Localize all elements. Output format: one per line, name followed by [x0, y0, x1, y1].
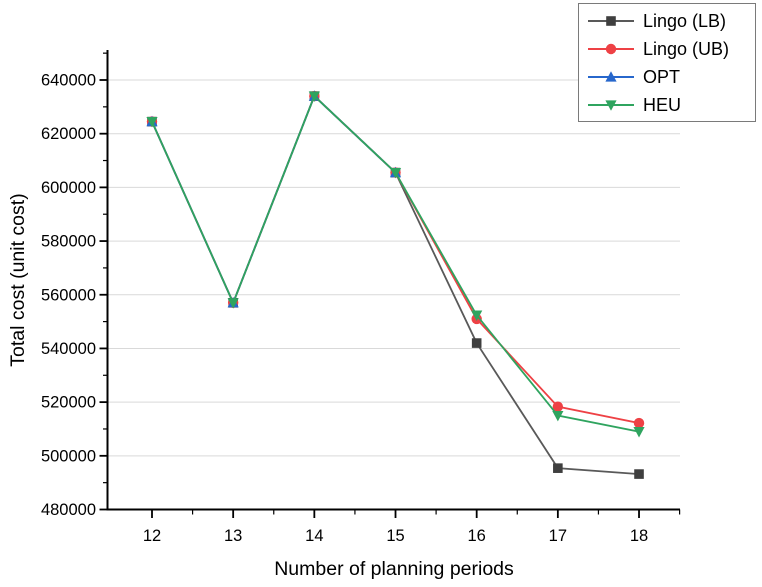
series-lingo-ub	[146, 90, 645, 429]
y-tick-label: 560000	[41, 286, 96, 304]
legend-label: Lingo (LB)	[643, 10, 727, 31]
x-tick-label: 18	[630, 527, 648, 545]
triangle-up-marker-icon	[588, 71, 634, 82]
gridlines	[107, 79, 680, 457]
legend-item-opt: OPT	[588, 63, 755, 91]
y-tick-label: 620000	[41, 125, 96, 143]
y-tick-label: 540000	[41, 340, 96, 358]
data-series	[146, 90, 645, 479]
x-tick-label: 13	[224, 527, 242, 545]
y-tick-label: 600000	[41, 179, 96, 197]
y-tick-label: 580000	[41, 233, 96, 251]
legend-item-lingo-lb: Lingo (LB)	[588, 7, 755, 35]
legend-label: Lingo (UB)	[643, 38, 730, 59]
legend-item-heu: HEU	[588, 91, 755, 119]
legend-item-lingo-ub: Lingo (UB)	[588, 35, 755, 63]
x-tick-label: 17	[549, 527, 567, 545]
x-tick-label: 12	[143, 527, 161, 545]
legend-label: OPT	[643, 66, 681, 87]
axes-and-ticks: 480000 500000 520000 540000 560000 580000 6000…	[41, 50, 681, 545]
triangle-down-marker-icon	[588, 100, 634, 111]
y-axis-title: Total cost (unit cost)	[7, 193, 29, 366]
series-heu	[146, 91, 645, 438]
y-tick-label: 500000	[41, 447, 96, 465]
series-lingo-lb	[147, 91, 644, 479]
circle-marker-icon	[588, 43, 634, 55]
x-tick-label: 16	[468, 527, 486, 545]
legend: Lingo (LB) Lingo (UB) OPT HEU	[578, 3, 756, 122]
x-tick-label: 15	[386, 527, 404, 545]
y-tick-label: 640000	[41, 72, 96, 90]
x-axis-title: Number of planning periods	[274, 558, 514, 580]
y-tick-label: 480000	[41, 501, 96, 519]
x-tick-label: 14	[305, 527, 323, 545]
y-tick-label: 520000	[41, 394, 96, 412]
legend-label: HEU	[643, 94, 682, 115]
square-marker-icon	[588, 16, 634, 26]
